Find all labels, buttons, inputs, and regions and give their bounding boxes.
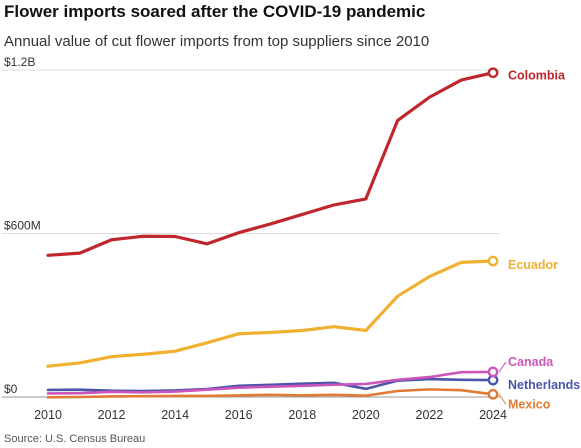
series-layer — [46, 67, 499, 400]
x-tick-label: 2014 — [161, 408, 189, 422]
series-label-netherlands: Netherlands — [508, 378, 580, 392]
end-marker-mexico — [487, 388, 499, 400]
y-tick-label: $0 — [4, 382, 18, 396]
x-tick-label: 2022 — [416, 408, 444, 422]
series-line-mexico — [46, 388, 495, 399]
axis-layer: $0 $600M $1.2B 2010 2012 2014 2016 2018 2020 2022… — [4, 55, 507, 422]
y-tick-label: $1.2B — [4, 55, 35, 69]
x-tick-label: 2018 — [288, 408, 316, 422]
label-layer: Colombia Ecuador Canada Netherlands Mexico — [498, 69, 580, 411]
series-label-mexico: Mexico — [508, 397, 551, 411]
series-label-ecuador: Ecuador — [508, 258, 558, 272]
x-tick-label: 2024 — [479, 408, 507, 422]
x-tick-label: 2016 — [225, 408, 253, 422]
source-note: Source: U.S. Census Bureau — [4, 433, 146, 445]
end-marker-ecuador — [487, 255, 499, 267]
end-marker-canada — [487, 366, 499, 378]
y-tick-label: $600M — [4, 219, 41, 233]
x-tick-label: 2010 — [34, 408, 62, 422]
label-leader — [498, 393, 507, 405]
series-label-canada: Canada — [508, 355, 554, 369]
chart-title: Flower imports soared after the COVID-19… — [4, 2, 426, 21]
series-line-canada — [46, 370, 495, 395]
x-tick-label: 2020 — [352, 408, 380, 422]
series-line-ecuador — [46, 259, 495, 368]
series-label-colombia: Colombia — [508, 69, 566, 83]
series-line-colombia — [46, 71, 495, 257]
grid-layer — [2, 69, 500, 398]
chart-subtitle: Annual value of cut flower imports from … — [4, 33, 430, 50]
end-marker-colombia — [487, 67, 499, 79]
label-leader — [498, 361, 507, 373]
x-tick-label: 2012 — [98, 408, 126, 422]
